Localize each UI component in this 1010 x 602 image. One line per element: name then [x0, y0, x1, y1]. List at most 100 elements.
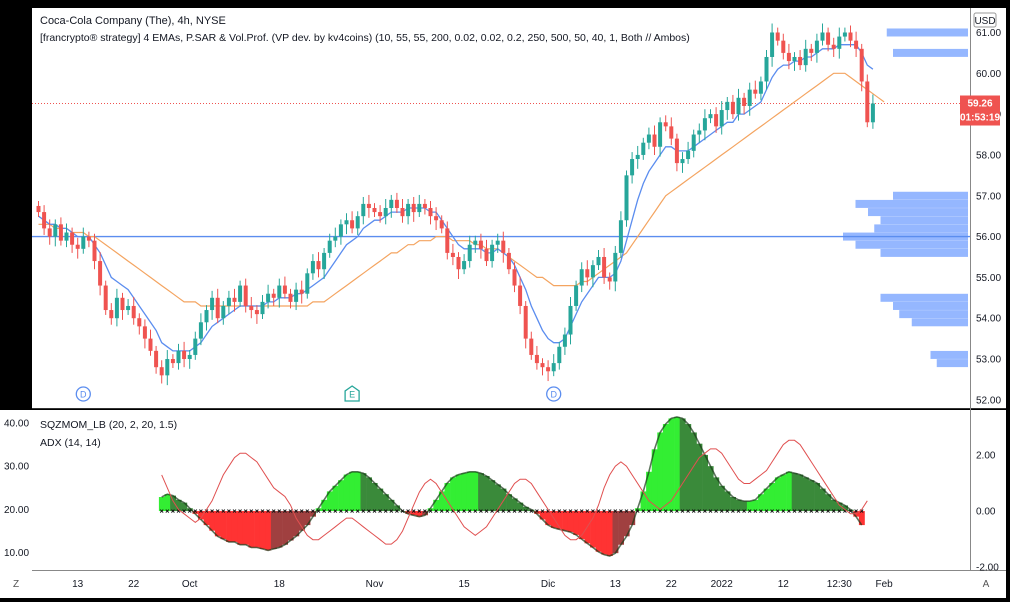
- price-badge: 59.26 01:53:19: [960, 95, 1000, 126]
- candle: [114, 288, 119, 327]
- squeeze-dot: [305, 509, 310, 513]
- squeeze-dot: [221, 509, 226, 513]
- squeeze-dot: [238, 509, 242, 513]
- squeeze-dot: [826, 509, 830, 513]
- adx-legend[interactable]: ADX (14, 14): [40, 437, 101, 449]
- candle: [204, 305, 209, 331]
- candle: [697, 123, 702, 143]
- squeeze-dot: [585, 509, 590, 513]
- auto-scale-corner[interactable]: A: [983, 579, 990, 590]
- momentum-bar: [718, 485, 725, 512]
- squeeze-dot: [232, 509, 237, 513]
- squeeze-dot: [630, 509, 634, 513]
- candle: [243, 278, 248, 313]
- squeeze-dot: [311, 509, 315, 513]
- svg-text:D: D: [550, 390, 557, 400]
- candle: [389, 194, 394, 218]
- squeeze-dot: [428, 509, 433, 513]
- squeeze-dot: [557, 509, 562, 513]
- momentum-bar: [567, 511, 574, 533]
- momentum-bar: [478, 473, 484, 512]
- momentum-bar: [298, 511, 305, 531]
- candle: [170, 354, 175, 368]
- momentum-bar: [522, 506, 529, 512]
- candle: [792, 52, 797, 71]
- candle: [490, 239, 495, 268]
- price-axis-bg[interactable]: [970, 8, 1006, 408]
- momentum-bar: [198, 511, 204, 520]
- event-marker-d[interactable]: D: [546, 386, 562, 402]
- candle: [686, 141, 691, 164]
- momentum-bar: [186, 508, 193, 512]
- candle: [646, 127, 651, 150]
- time-axis-bg[interactable]: [0, 570, 1006, 598]
- squeeze-dot: [215, 509, 220, 513]
- momentum-bar: [354, 471, 361, 512]
- momentum-bar: [422, 511, 428, 516]
- momentum-bar: [181, 502, 188, 512]
- candle: [462, 254, 467, 275]
- time-tick-label: 15: [459, 579, 471, 590]
- squeeze-dot: [613, 509, 618, 513]
- squeeze-dot: [361, 509, 366, 513]
- momentum-bar: [774, 477, 781, 512]
- candle: [428, 201, 433, 225]
- left-axis-bg[interactable]: [0, 410, 32, 570]
- momentum-bar: [489, 480, 496, 512]
- candle: [193, 331, 198, 360]
- momentum-bar: [741, 501, 748, 512]
- svg-text:D: D: [80, 390, 87, 400]
- squeeze-dot: [551, 509, 556, 513]
- price-tick-label: 53.00: [976, 355, 1001, 366]
- candle: [848, 25, 853, 48]
- momentum-bar: [259, 511, 266, 549]
- candle: [736, 88, 741, 121]
- squeeze-dot: [288, 509, 293, 513]
- momentum-bar: [366, 477, 372, 512]
- time-tick-label: Nov: [366, 579, 384, 590]
- squeeze-dot: [781, 509, 786, 513]
- volume-profile-bar: [893, 301, 968, 310]
- momentum-bar: [534, 511, 540, 514]
- price-tick-label: 52.00: [976, 395, 1001, 406]
- momentum-bar: [713, 477, 720, 512]
- squeeze-dot: [294, 509, 298, 513]
- momentum-bar: [730, 497, 736, 512]
- candle: [495, 233, 500, 253]
- squeeze-dot: [798, 509, 802, 513]
- event-marker-e[interactable]: E: [344, 385, 360, 402]
- candle: [142, 319, 147, 349]
- squeeze-dot: [260, 509, 265, 513]
- svg-text:E: E: [349, 390, 355, 400]
- momentum-bar: [662, 424, 669, 512]
- event-marker-d[interactable]: D: [75, 386, 91, 402]
- squeeze-dot: [607, 509, 612, 513]
- squeeze-dot: [327, 509, 332, 513]
- squeeze-dot: [171, 509, 175, 513]
- momentum-bar: [646, 471, 652, 512]
- momentum-bar: [590, 511, 596, 548]
- strategy-legend[interactable]: [francrypto® strategy] 4 EMAs, P.SAR & V…: [40, 32, 690, 44]
- sqzmom-legend[interactable]: SQZMOM_LB (20, 2, 20, 1.5): [40, 419, 177, 431]
- squeeze-dot: [187, 509, 192, 513]
- candle: [58, 217, 63, 246]
- momentum-bar: [382, 494, 389, 512]
- squeeze-dot: [815, 509, 819, 513]
- candle: [159, 360, 164, 384]
- main-pane-bg: [32, 8, 970, 408]
- zoom-corner[interactable]: Z: [13, 579, 19, 590]
- momentum-bar: [550, 511, 557, 528]
- right-axis-bg[interactable]: [970, 410, 1006, 570]
- squeeze-dot: [484, 509, 489, 513]
- currency-button[interactable]: [973, 12, 997, 28]
- chart-title: Coca-Cola Company (The), 4h, NYSE: [40, 15, 226, 27]
- squeeze-dot: [271, 509, 276, 513]
- candle: [394, 192, 399, 213]
- candle: [215, 288, 220, 324]
- squeeze-dot: [518, 509, 522, 513]
- squeeze-dot: [854, 509, 858, 513]
- momentum-bar: [455, 474, 462, 512]
- squeeze-dot: [568, 509, 573, 513]
